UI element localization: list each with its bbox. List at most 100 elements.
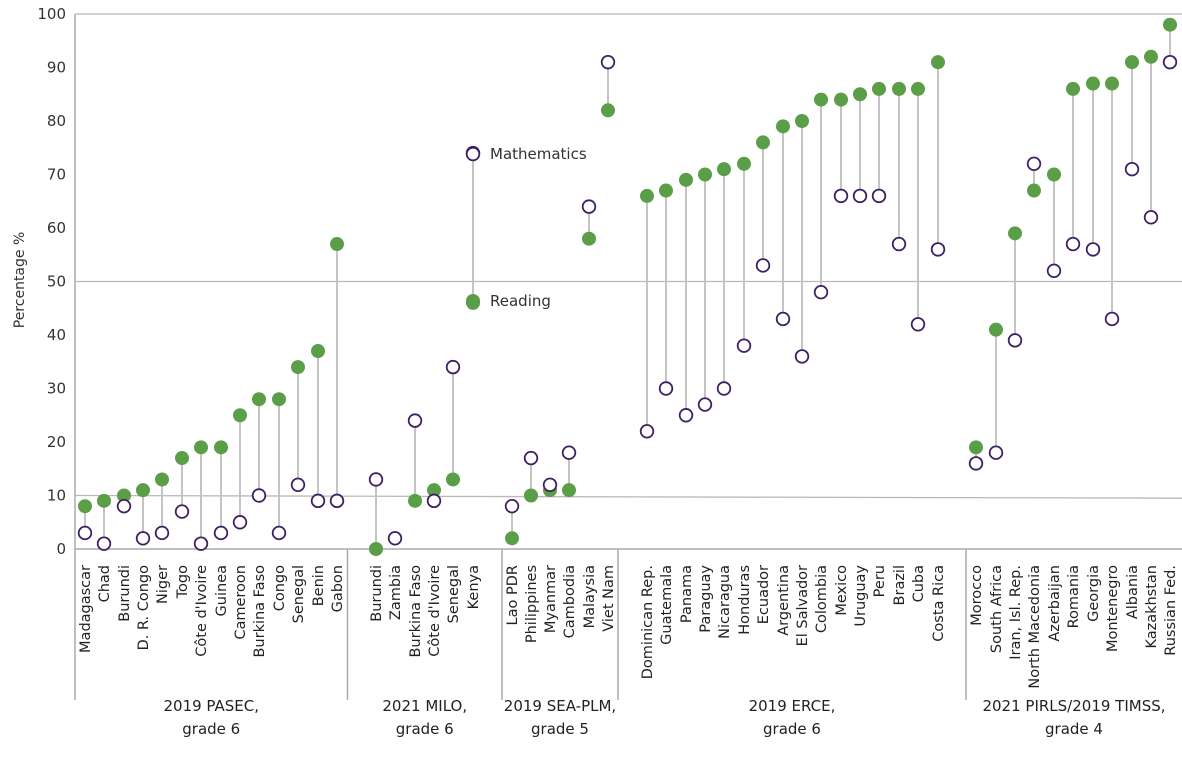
- country-label: Albania: [1125, 565, 1141, 619]
- country-label: Azerbaijan: [1047, 565, 1063, 642]
- reading-point: [194, 440, 208, 455]
- stem-layer: [84, 24, 1171, 549]
- country-label: Myanmar: [543, 565, 559, 633]
- country-label: Burundi: [117, 565, 133, 622]
- mathematics-point: [542, 477, 558, 493]
- mathematics-point: [716, 381, 732, 396]
- country-label: Guinea: [214, 565, 230, 616]
- reading-point: [989, 322, 1003, 337]
- country-label: Niger: [155, 565, 171, 604]
- reading-point: [117, 488, 131, 503]
- reading-point: [252, 392, 266, 407]
- country-label: Russian Fed.: [1163, 565, 1179, 656]
- y-tick-label: 0: [56, 540, 66, 558]
- mathematics-point: [310, 493, 326, 509]
- mathematics-point: [1124, 161, 1140, 177]
- country-label: Lao PDR: [505, 565, 521, 625]
- reading-point: [911, 81, 925, 96]
- mathematics-point: [135, 531, 151, 546]
- mathematics-point: [1026, 156, 1042, 172]
- mathematics-point: [697, 397, 713, 412]
- reading-point: [582, 231, 596, 246]
- reading-point: [369, 542, 383, 556]
- country-label: Kenya: [466, 565, 482, 609]
- y-axis-title: Percentage %: [12, 232, 28, 329]
- reading-point: [776, 119, 790, 134]
- mathematics-point: [930, 242, 946, 257]
- mathematics-point: [1143, 210, 1159, 225]
- reading-point: [679, 172, 693, 187]
- country-label: Argentina: [776, 565, 792, 636]
- country-label: Côte d'Ivoire: [427, 565, 443, 657]
- mathematics-point: [368, 472, 384, 487]
- country-label: Panama: [679, 565, 695, 623]
- reading-point: [1008, 226, 1022, 241]
- country-label: Dominican Rep.: [640, 565, 656, 679]
- mathematics-point: [77, 525, 93, 541]
- group-label-line1: 2019 ERCE,: [749, 697, 836, 715]
- reading-point: [1027, 183, 1041, 198]
- reading-point: [291, 360, 305, 375]
- reading-point: [446, 472, 460, 487]
- mathematics-point: [445, 359, 461, 375]
- reading-point: [1066, 81, 1080, 96]
- mathematics-point: [426, 493, 442, 509]
- mathematics-point: [581, 199, 597, 214]
- group-label-line1: 2021 MILO,: [382, 697, 467, 715]
- mathematics-point: [174, 504, 190, 519]
- mathematics-point: [813, 285, 829, 300]
- y-tick-label: 50: [47, 273, 66, 291]
- mathematics-point: [193, 536, 209, 551]
- country-label: Guatemala: [659, 565, 675, 645]
- reading-point: [892, 81, 906, 96]
- y-tick-label: 70: [47, 166, 66, 184]
- reading-point: [737, 156, 751, 171]
- country-label: Morocco: [969, 565, 985, 626]
- reading-point: [272, 392, 286, 407]
- reading-point: [408, 493, 422, 508]
- country-label: Madagascar: [78, 565, 94, 653]
- reading-point: [640, 188, 654, 203]
- country-label: Zambia: [388, 565, 404, 620]
- legend-mathematics-marker: [465, 146, 481, 162]
- reading-point: [1086, 76, 1100, 91]
- mathematics-point: [678, 408, 694, 423]
- mathematics-point: [871, 188, 887, 204]
- reading-point: [931, 55, 945, 70]
- country-label: Kazakhstan: [1144, 565, 1160, 649]
- reading-point: [872, 81, 886, 96]
- country-label: Cameroon: [233, 565, 249, 640]
- mathematics-point: [96, 536, 112, 551]
- reading-point: [1105, 76, 1119, 91]
- reading-point: [155, 472, 169, 487]
- dot-layer: [77, 17, 1178, 556]
- reading-point: [524, 488, 538, 503]
- y-tick-label: 60: [47, 219, 66, 237]
- reading-point: [136, 483, 150, 498]
- legend-reading-label: Reading: [490, 292, 551, 310]
- group-label-line1: 2019 PASEC,: [163, 697, 259, 715]
- reading-point: [814, 92, 828, 107]
- mathematics-point: [154, 525, 170, 541]
- mathematics-point: [561, 445, 577, 460]
- mathematics-point: [116, 499, 132, 514]
- reading-point: [214, 440, 228, 455]
- country-label: Montenegro: [1105, 565, 1121, 652]
- reading-point: [1163, 17, 1177, 32]
- mathematics-point: [968, 456, 984, 471]
- country-label: Congo: [272, 565, 288, 611]
- mathematics-point: [1162, 54, 1178, 70]
- group-label-line2: grade 6: [182, 720, 240, 738]
- country-label: Honduras: [737, 565, 753, 635]
- reading-point: [175, 451, 189, 466]
- country-label: Iran, Isl. Rep.: [1008, 565, 1024, 660]
- group-label-line2: grade 4: [1045, 720, 1103, 738]
- mathematics-point: [775, 311, 791, 327]
- country-label: Malaysia: [582, 565, 598, 628]
- country-label: Nicaragua: [717, 565, 733, 639]
- y-tick-label: 100: [37, 5, 66, 23]
- group-label-line1: 2021 PIRLS/2019 TIMSS,: [982, 697, 1165, 715]
- country-label: Peru: [872, 565, 888, 597]
- reading-point: [659, 183, 673, 198]
- reading-point: [311, 344, 325, 359]
